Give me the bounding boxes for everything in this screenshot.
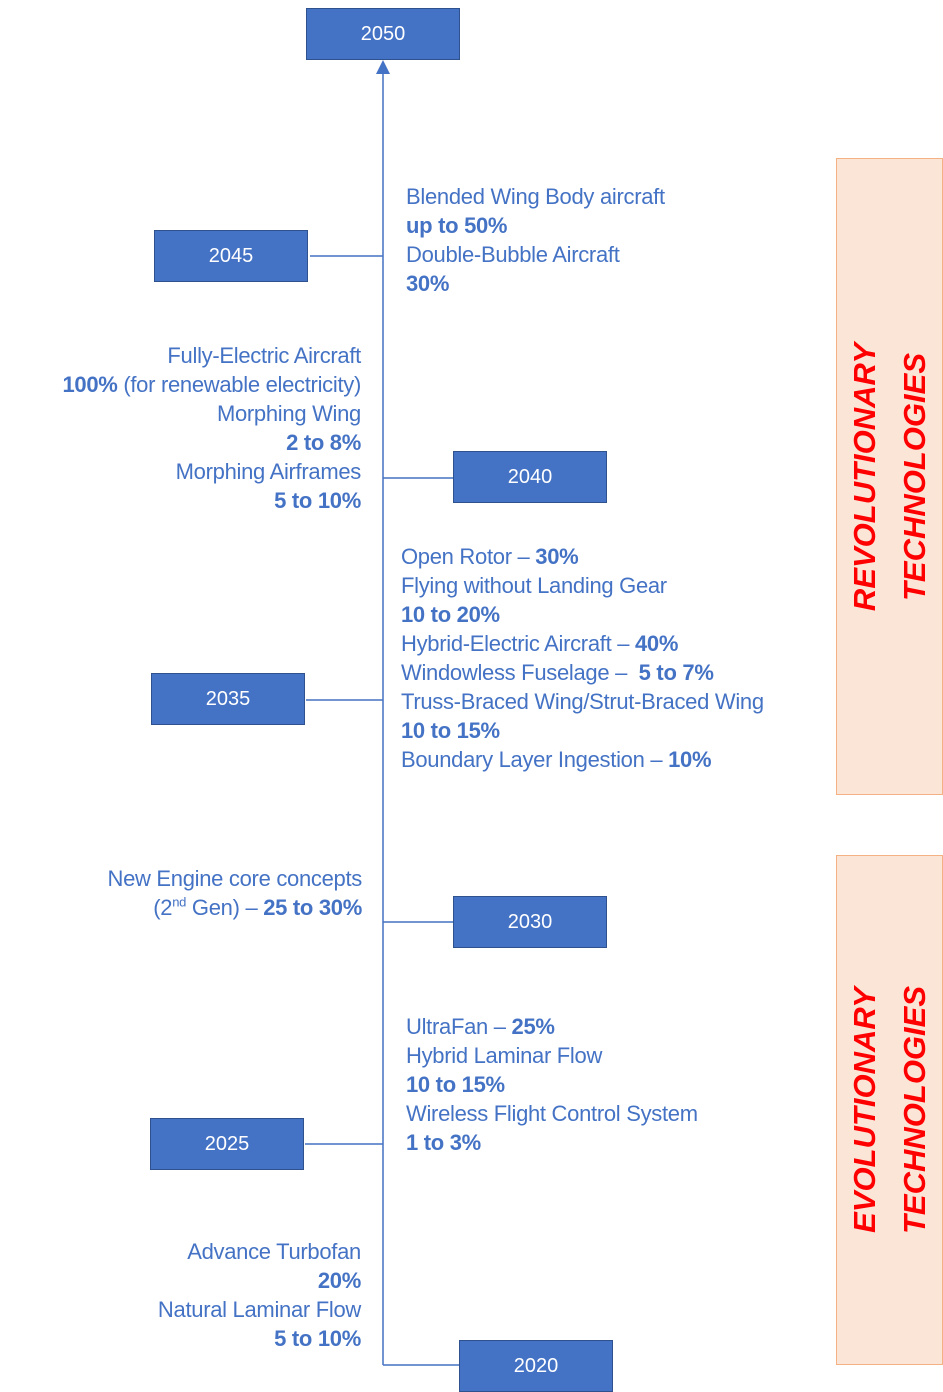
note-text: Blended Wing Body aircraft <box>406 184 665 209</box>
note-value: 10 to 15% <box>406 1072 505 1097</box>
note-line: Wireless Flight Control System <box>406 1099 698 1128</box>
note-line: 5 to 10% <box>158 1324 361 1353</box>
note-line: Morphing Wing <box>62 399 361 428</box>
note-line: Hybrid Laminar Flow <box>406 1041 698 1070</box>
note-text: New Engine core concepts <box>107 866 362 891</box>
note-value: 5 to 7% <box>638 660 714 685</box>
note-value: 25 to 30% <box>263 895 362 920</box>
note-line: 10 to 15% <box>401 716 764 745</box>
note-line: Double-Bubble Aircraft <box>406 240 665 269</box>
note-text: Gen) – <box>186 895 264 920</box>
note: New Engine core concepts (2nd Gen) – 25 t… <box>107 864 362 922</box>
note-line: 30% <box>406 269 665 298</box>
note-text: Natural Laminar Flow <box>157 1297 361 1322</box>
note-value: 10% <box>668 747 712 772</box>
note-text: Truss-Braced Wing/Strut-Braced Wing <box>401 689 764 714</box>
note-value: 40% <box>634 631 679 656</box>
note-text: Boundary Layer Ingestion – <box>401 747 669 772</box>
milestone: 2030 <box>453 896 607 948</box>
band-label: EVOLUTIONARY TECHNOLOGIES <box>840 986 940 1234</box>
note-line: Boundary Layer Ingestion – 10% <box>401 745 764 774</box>
note-text: (for renewable electricity) <box>117 372 361 397</box>
note-value: 2 to 8% <box>286 430 361 455</box>
note-line: Hybrid-Electric Aircraft – 40% <box>401 629 764 658</box>
note-text: Advance Turbofan <box>187 1239 361 1264</box>
note-text: Windowless Fuselage – <box>401 660 639 685</box>
note-text: Hybrid Laminar Flow <box>406 1043 603 1068</box>
milestone: 2045 <box>154 230 308 282</box>
note: Fully-Electric Aircraft 100% (for renewab… <box>62 341 361 515</box>
arrow-head <box>376 60 390 74</box>
note-line: Truss-Braced Wing/Strut-Braced Wing <box>401 687 764 716</box>
note-value: 100% <box>62 372 118 397</box>
note-value: 30% <box>406 271 450 296</box>
note: Open Rotor – 30% Flying without Landing G… <box>401 542 764 774</box>
note-value: 30% <box>535 544 579 569</box>
milestone: 2020 <box>459 1340 613 1392</box>
note-line: 20% <box>158 1266 361 1295</box>
note-value: 5 to 10% <box>274 1326 361 1351</box>
note-line: Windowless Fuselage – 5 to 7% <box>401 658 764 687</box>
note-text: (2 <box>153 895 173 920</box>
note-line: 100% (for renewable electricity) <box>62 370 361 399</box>
note-value: 1 to 3% <box>406 1130 481 1155</box>
note-line: Flying without Landing Gear <box>401 571 764 600</box>
note-line: 10 to 15% <box>406 1070 698 1099</box>
note-line: Natural Laminar Flow <box>158 1295 361 1324</box>
milestone: 2035 <box>151 673 305 725</box>
band-line: EVOLUTIONARY <box>846 987 882 1233</box>
note-text: UltraFan – <box>406 1014 512 1039</box>
milestone: 2050 <box>306 8 460 60</box>
band: EVOLUTIONARY TECHNOLOGIES <box>836 855 943 1365</box>
band-line: TECHNOLOGIES <box>896 352 932 601</box>
note: UltraFan – 25% Hybrid Laminar Flow 10 to 1… <box>406 1012 698 1157</box>
note-text: Flying without Landing Gear <box>401 573 667 598</box>
note-line: Morphing Airframes <box>62 457 362 486</box>
milestone: 2040 <box>453 451 607 503</box>
note-text: Double-Bubble Aircraft <box>406 242 620 267</box>
note-line: up to 50% <box>406 211 665 240</box>
note-value: 5 to 10% <box>274 488 361 513</box>
band-line: REVOLUTIONARY <box>846 342 882 611</box>
note-text: Hybrid-Electric Aircraft – <box>401 631 635 656</box>
note-text: Fully-Electric Aircraft <box>167 343 361 368</box>
note-line: New Engine core concepts <box>107 864 362 893</box>
band: REVOLUTIONARY TECHNOLOGIES <box>836 158 943 795</box>
note-text: Wireless Flight Control System <box>406 1101 698 1126</box>
note-line: UltraFan – 25% <box>406 1012 698 1041</box>
note-value: up to 50% <box>406 213 508 238</box>
note: Advance Turbofan 20% Natural Laminar Flow 5… <box>158 1237 361 1353</box>
note-value: 20% <box>317 1268 361 1293</box>
note-text: nd <box>172 894 187 910</box>
note-text: Morphing Airframes <box>175 459 362 484</box>
note: Blended Wing Body aircraft up to 50% Doubl… <box>406 182 665 298</box>
band-label: REVOLUTIONARY TECHNOLOGIES <box>840 342 940 610</box>
note-line: 1 to 3% <box>406 1128 698 1157</box>
note-line: Advance Turbofan <box>158 1237 361 1266</box>
note-value: 25% <box>511 1014 555 1039</box>
note-line: Open Rotor – 30% <box>401 542 764 571</box>
milestone: 2025 <box>150 1118 304 1170</box>
note-text: Open Rotor – <box>401 544 536 569</box>
note-line: (2nd Gen) – 25 to 30% <box>107 893 362 922</box>
note-line: 5 to 10% <box>62 486 361 515</box>
note-line: 10 to 20% <box>401 600 764 629</box>
note-line: 2 to 8% <box>62 428 361 457</box>
note-value: 10 to 20% <box>401 602 500 627</box>
band-line: TECHNOLOGIES <box>896 985 932 1235</box>
note-line: Fully-Electric Aircraft <box>62 341 361 370</box>
note-line: Blended Wing Body aircraft <box>406 182 665 211</box>
note-text: Morphing Wing <box>216 401 361 426</box>
note-value: 10 to 15% <box>401 718 500 743</box>
connectors <box>305 72 459 1366</box>
